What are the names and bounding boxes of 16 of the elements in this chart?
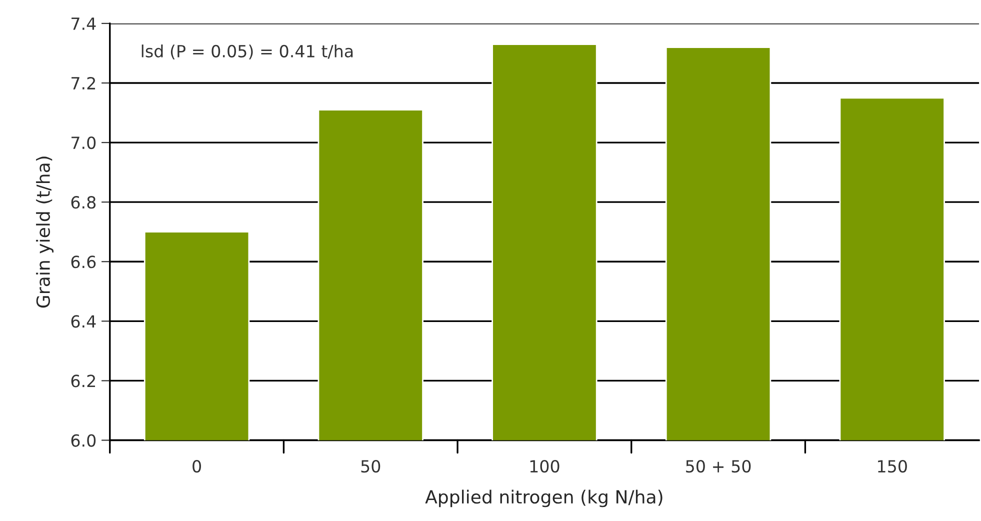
x-tick-label: 50 + 50	[686, 460, 751, 473]
y-tick-label: 7.4	[72, 18, 96, 30]
y-tick-label: 6.0	[71, 434, 96, 447]
x-tick-label: 50	[361, 460, 380, 473]
x-tick-label: 150	[878, 460, 907, 473]
y-tick-label: 7.2	[72, 76, 96, 90]
y-tick-label: 6.2	[71, 374, 96, 388]
y-tick-label: 6.6	[71, 256, 96, 268]
y-axis-title: Grain yield (t/ha)	[36, 156, 54, 308]
y-tick-label: 7.0	[72, 136, 96, 150]
y-tick-label: 6.4	[71, 315, 96, 328]
annotation: lsd (P = 0.05) = 0.41 t/ha	[142, 44, 353, 60]
x-tick-label: 0	[192, 460, 201, 473]
x-axis-title: Applied nitrogen (kg N/ha)	[425, 490, 662, 508]
y-tick-label: 6.8	[71, 196, 96, 209]
x-tick-label: 100	[530, 460, 560, 473]
